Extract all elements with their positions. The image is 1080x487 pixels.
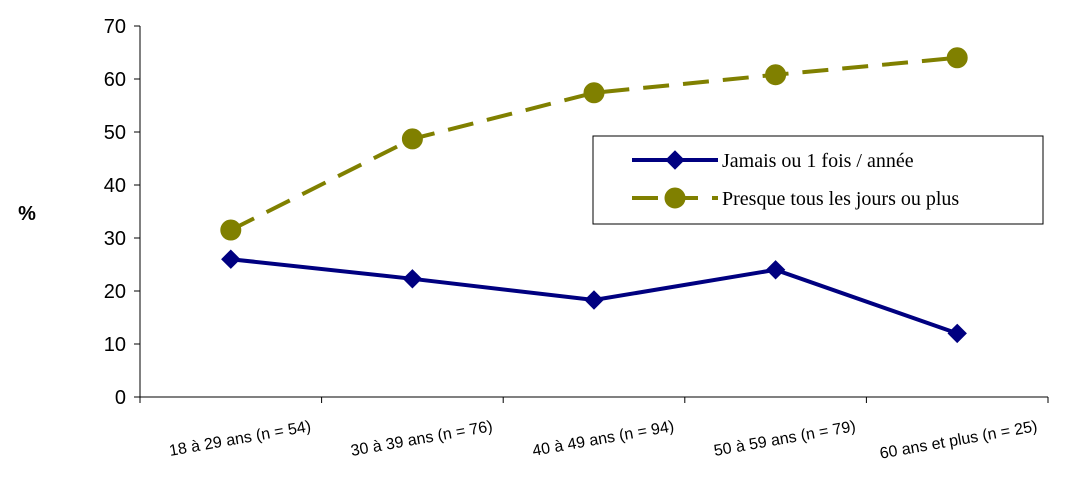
y-tick-label: 40	[104, 175, 126, 197]
series-1-point	[947, 323, 967, 344]
y-tick-label: 30	[104, 228, 126, 250]
legend-entry: Jamais ou 1 fois / année	[632, 150, 914, 172]
series-1	[221, 249, 967, 344]
legend-label: Jamais ou 1 fois / année	[722, 150, 914, 172]
y-tick-label: 50	[104, 122, 126, 144]
series-1-point	[221, 249, 241, 269]
series-2-point	[946, 47, 968, 69]
series-2-point	[765, 64, 787, 86]
y-axis: 0 10 20 30 40 50 60 70	[104, 16, 141, 409]
series-layer	[220, 47, 968, 344]
x-tick-label: 18 à 29 ans (n = 54)	[168, 418, 312, 460]
legend-box	[592, 135, 1044, 225]
y-tick-label: 20	[104, 281, 126, 303]
x-axis: 18 à 29 ans (n = 54) 30 à 39 ans (n = 76)…	[139, 396, 1049, 463]
y-tick-label: 70	[104, 16, 126, 38]
x-tick-label: 60 ans et plus (n = 25)	[879, 418, 1039, 462]
x-tick-label: 30 à 39 ans (n = 76)	[349, 418, 493, 460]
x-tick-label: 40 à 49 ans (n = 94)	[531, 418, 675, 460]
series-2-point	[220, 219, 242, 241]
series-2-point	[583, 82, 605, 104]
series-2-line	[229, 55, 958, 232]
series-1-point	[402, 269, 423, 289]
legend-entry: Presque tous les jours ou plus	[632, 187, 959, 210]
legend-marker	[664, 187, 686, 209]
legend: Jamais ou 1 fois / année Presque tous les…	[592, 135, 1044, 225]
y-tick-label: 60	[104, 69, 126, 91]
y-tick-label: 10	[104, 334, 126, 356]
y-axis-label: %	[18, 203, 36, 225]
x-tick-label: 50 à 59 ans (n = 79)	[713, 418, 857, 460]
y-tick-label: 0	[115, 387, 126, 409]
series-1-point	[765, 260, 786, 280]
series-2	[220, 47, 968, 241]
legend-label: Presque tous les jours ou plus	[722, 188, 959, 210]
legend-marker	[665, 150, 685, 170]
series-1-point	[584, 290, 604, 310]
series-2-point	[401, 128, 423, 150]
